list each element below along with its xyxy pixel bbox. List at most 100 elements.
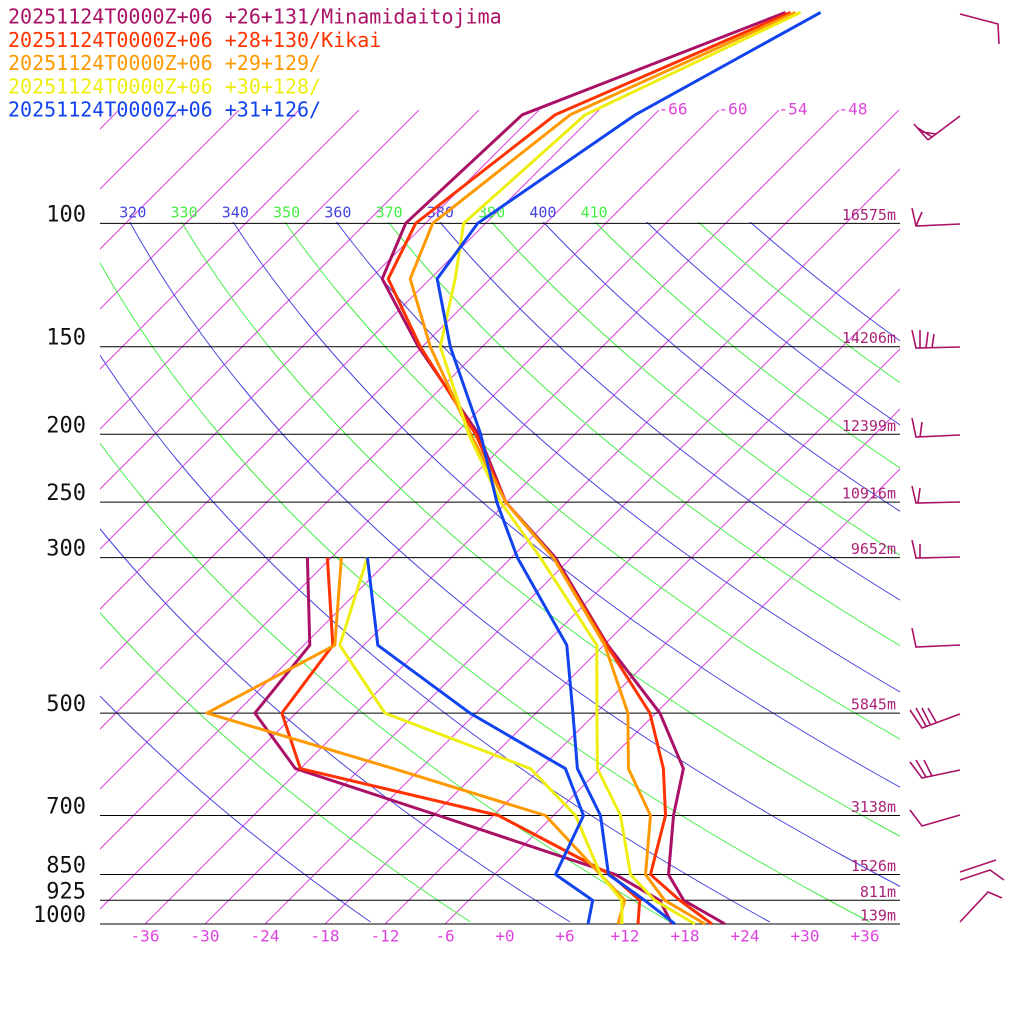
pressure-label: 100 <box>46 202 86 227</box>
isotherm-label: -54 <box>779 100 808 119</box>
wind-barb <box>911 485 961 504</box>
wind-barb <box>959 859 1005 923</box>
dry-adiabat <box>749 222 900 342</box>
height-label: 10916m <box>842 485 896 503</box>
legend-entry: 20251124T0000Z+06 +29+129/ <box>8 51 321 75</box>
dry-adiabat <box>490 222 900 556</box>
dry-adiabat <box>100 612 471 923</box>
legend-entry: 20251124T0000Z+06 +30+128/ <box>8 74 321 98</box>
legend-entry: 20251124T0000Z+06 +26+131/Minamidaitojim… <box>8 5 502 29</box>
adiabats <box>100 222 900 923</box>
legend-entry: 20251124T0000Z+06 +28+130/Kikai <box>8 28 381 52</box>
dry-adiabat <box>180 222 900 837</box>
pressure-label: 300 <box>46 537 86 562</box>
theta-label: 370 <box>376 204 403 222</box>
dry-adiabat <box>335 222 900 693</box>
temperature-line <box>438 11 802 926</box>
dry-adiabat <box>594 222 900 469</box>
isotherm-label: -66 <box>659 100 688 119</box>
height-label: 3138m <box>851 798 896 816</box>
dry-adiabat <box>100 442 671 923</box>
theta-label: 330 <box>171 204 198 222</box>
dry-adiabat <box>232 222 900 788</box>
height-label: 9652m <box>851 540 896 558</box>
isotherm-label: -48 <box>839 100 868 119</box>
height-label: 12399m <box>842 417 896 435</box>
wind-barbs <box>909 13 1005 923</box>
x-tick-label: -12 <box>371 927 400 946</box>
height-label: 139m <box>860 907 896 925</box>
dry-adiabat <box>645 222 900 426</box>
pressure-label: 925 <box>46 879 86 904</box>
wind-barb <box>913 115 961 141</box>
isotherm <box>100 110 660 670</box>
isotherm <box>100 110 780 790</box>
x-tick-label: +18 <box>671 927 700 946</box>
temperature-line <box>435 11 822 926</box>
x-tick-label: -6 <box>435 927 454 946</box>
x-tick-label: +36 <box>851 927 880 946</box>
theta-label: 400 <box>529 204 556 222</box>
temperature-line <box>408 11 797 926</box>
dewpoint-line <box>365 557 595 925</box>
dry-adiabat <box>387 222 900 647</box>
dry-adiabat <box>439 222 900 601</box>
x-tick-label: +0 <box>495 927 514 946</box>
pressure-label: 250 <box>46 481 86 506</box>
wind-barb <box>911 207 961 227</box>
isotherm <box>100 110 300 310</box>
x-tick-label: -36 <box>131 927 160 946</box>
wind-barb <box>909 809 961 827</box>
dry-adiabat <box>542 222 900 512</box>
pressure-label: 500 <box>46 692 86 717</box>
pressure-label: 700 <box>46 794 86 819</box>
pressure-label: 150 <box>46 326 86 351</box>
isotherm <box>444 468 900 924</box>
pressure-label: 200 <box>46 413 86 438</box>
dry-adiabat <box>100 528 571 923</box>
dewpoint-line <box>205 557 627 925</box>
isotherm <box>384 408 900 924</box>
dewpoint-line <box>338 557 624 925</box>
theta-label: 320 <box>119 204 146 222</box>
isotherm <box>100 110 240 250</box>
wind-barb <box>959 13 1000 45</box>
isotherm <box>100 110 420 430</box>
height-label: 14206m <box>842 329 896 347</box>
x-tick-label: +12 <box>611 927 640 946</box>
pressure-label: 850 <box>46 854 86 879</box>
dry-adiabat <box>697 222 900 384</box>
isotherm <box>100 110 720 730</box>
temperature-line <box>380 11 787 926</box>
legend-entry: 20251124T0000Z+06 +31+126/ <box>8 98 321 122</box>
isotherm <box>100 110 360 370</box>
pressure-label: 1000 <box>33 903 86 928</box>
wind-barb <box>911 539 961 559</box>
isotherm <box>100 110 900 910</box>
height-label: 811m <box>860 883 896 901</box>
height-label: 5845m <box>851 696 896 714</box>
wind-barb <box>911 329 961 349</box>
dry-adiabat <box>284 222 900 740</box>
dry-adiabat <box>100 354 771 923</box>
isotherm <box>144 168 900 924</box>
dry-adiabat <box>129 222 900 887</box>
isotherm <box>264 288 900 924</box>
height-label: 16575m <box>842 206 896 224</box>
isotherm <box>204 228 900 924</box>
wind-barb <box>911 417 961 438</box>
isotherm <box>100 110 480 490</box>
isotherm-label: -60 <box>719 100 748 119</box>
theta-label: 360 <box>324 204 351 222</box>
theta-label: 350 <box>273 204 300 222</box>
dewpoint-line <box>280 557 642 925</box>
wind-barb <box>909 707 961 729</box>
wind-barb <box>909 759 961 779</box>
x-tick-label: +6 <box>555 927 574 946</box>
theta-label: 410 <box>581 204 608 222</box>
height-label: 1526m <box>851 857 896 875</box>
isotherm <box>100 110 600 610</box>
